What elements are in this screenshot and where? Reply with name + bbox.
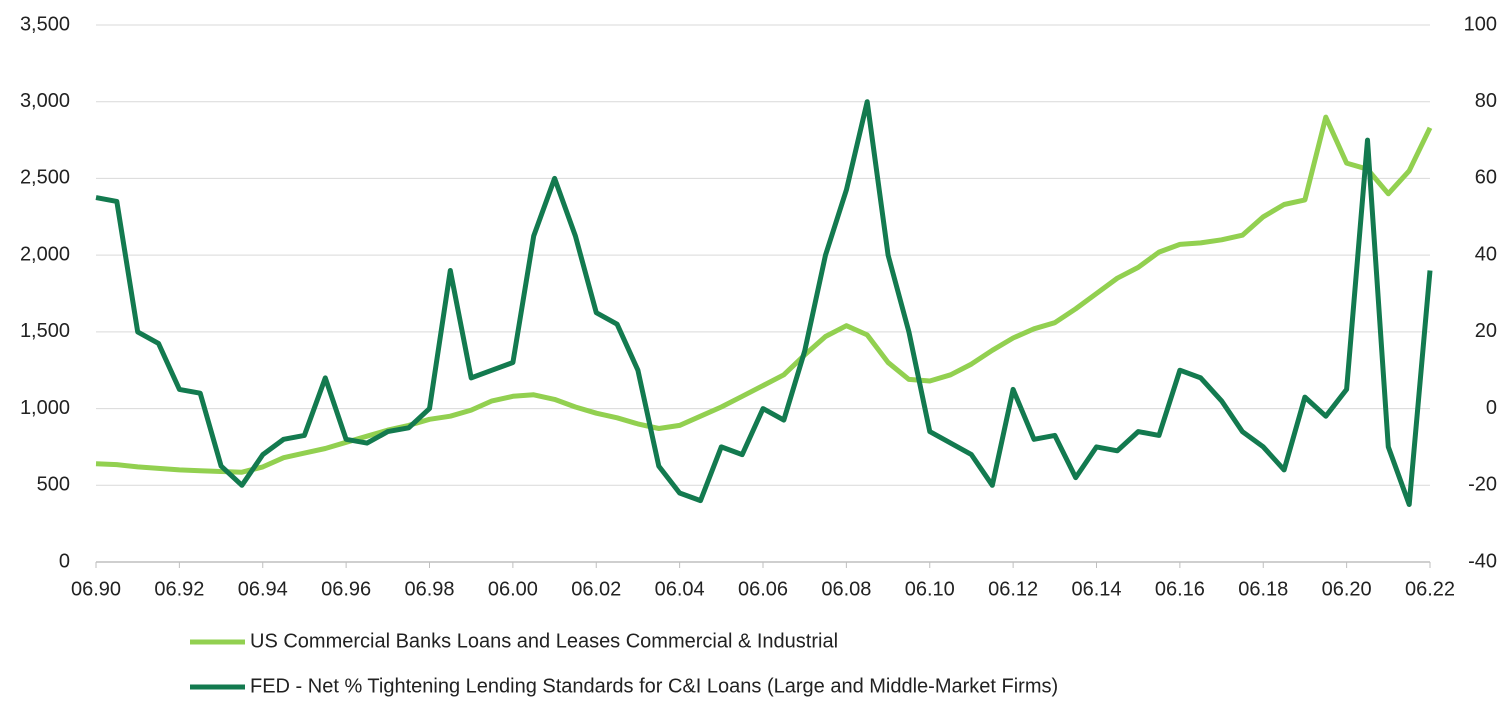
- x-tick-label: 06.04: [655, 578, 705, 600]
- legend-label: FED - Net % Tightening Lending Standards…: [250, 675, 1058, 697]
- x-tick-label: 06.92: [154, 578, 204, 600]
- x-tick-label: 06.14: [1071, 578, 1121, 600]
- series-line: [95, 99, 1433, 507]
- y2-tick-label: 40: [1475, 243, 1497, 265]
- y2-tick-label: -40: [1468, 550, 1497, 572]
- x-tick-label: 06.20: [1322, 578, 1372, 600]
- x-tick-label: 06.96: [321, 578, 371, 600]
- x-tick-label: 06.06: [738, 578, 788, 600]
- y2-tick-label: 60: [1475, 167, 1497, 189]
- x-tick-label: 06.18: [1238, 578, 1288, 600]
- y2-tick-label: 80: [1475, 90, 1497, 112]
- y-tick-label: 2,500: [20, 167, 70, 189]
- x-tick-label: 06.12: [988, 578, 1038, 600]
- x-tick-label: 06.90: [71, 578, 121, 600]
- x-tick-label: 06.16: [1155, 578, 1205, 600]
- y2-tick-label: -20: [1468, 474, 1497, 496]
- y2-tick-label: 0: [1486, 397, 1497, 419]
- y2-tick-label: 20: [1475, 320, 1497, 342]
- y-tick-label: 3,500: [20, 13, 70, 35]
- y-tick-label: 1,500: [20, 320, 70, 342]
- legend-label: US Commercial Banks Loans and Leases Com…: [250, 630, 838, 652]
- x-tick-label: 06.22: [1405, 578, 1455, 600]
- x-tick-label: 06.02: [571, 578, 621, 600]
- series-line: [95, 114, 1433, 475]
- y-tick-label: 1,000: [20, 397, 70, 419]
- x-tick-label: 06.00: [488, 578, 538, 600]
- y-tick-label: 3,000: [20, 90, 70, 112]
- x-tick-label: 06.10: [905, 578, 955, 600]
- y-tick-label: 500: [37, 474, 70, 496]
- y-tick-label: 2,000: [20, 243, 70, 265]
- y-tick-label: 0: [59, 550, 70, 572]
- x-tick-label: 06.94: [238, 578, 288, 600]
- y2-tick-label: 100: [1464, 13, 1497, 35]
- x-tick-label: 06.08: [821, 578, 871, 600]
- x-tick-label: 06.98: [404, 578, 454, 600]
